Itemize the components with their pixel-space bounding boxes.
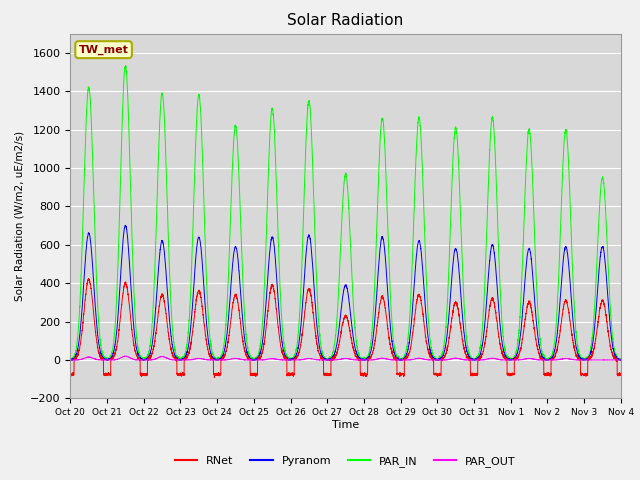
Pyranom bbox=[67, 357, 75, 363]
PAR_IN bbox=[68, 357, 76, 363]
PAR_IN bbox=[166, 269, 173, 275]
PAR_IN bbox=[469, 357, 477, 363]
PAR_OUT bbox=[617, 357, 625, 363]
PAR_OUT bbox=[616, 357, 624, 363]
PAR_IN bbox=[439, 349, 447, 355]
Line: RNet: RNet bbox=[70, 278, 621, 377]
PAR_IN bbox=[122, 62, 129, 68]
Line: PAR_OUT: PAR_OUT bbox=[70, 356, 621, 360]
RNet bbox=[469, 372, 477, 377]
RNet bbox=[67, 370, 74, 376]
RNet bbox=[211, 374, 218, 380]
Pyranom bbox=[67, 357, 74, 363]
Line: PAR_IN: PAR_IN bbox=[70, 65, 621, 360]
Pyranom bbox=[616, 357, 624, 363]
Line: Pyranom: Pyranom bbox=[70, 225, 621, 360]
Pyranom bbox=[500, 351, 508, 357]
Legend: RNet, Pyranom, PAR_IN, PAR_OUT: RNet, Pyranom, PAR_IN, PAR_OUT bbox=[171, 451, 520, 471]
RNet bbox=[166, 337, 173, 343]
PAR_OUT bbox=[121, 353, 129, 359]
PAR_OUT bbox=[325, 357, 333, 363]
Pyranom bbox=[325, 357, 333, 363]
PAR_OUT bbox=[67, 357, 74, 363]
PAR_OUT bbox=[469, 357, 477, 363]
PAR_OUT bbox=[439, 357, 447, 363]
PAR_IN bbox=[500, 346, 508, 351]
RNet bbox=[616, 372, 624, 378]
PAR_OUT bbox=[67, 357, 74, 363]
Pyranom bbox=[166, 318, 173, 324]
PAR_IN bbox=[67, 357, 74, 362]
RNet bbox=[84, 276, 92, 281]
Text: TW_met: TW_met bbox=[79, 45, 129, 55]
RNet bbox=[617, 372, 625, 378]
X-axis label: Time: Time bbox=[332, 420, 359, 430]
PAR_IN bbox=[616, 356, 624, 362]
PAR_OUT bbox=[166, 356, 173, 362]
RNet bbox=[439, 357, 447, 362]
Title: Solar Radiation: Solar Radiation bbox=[287, 13, 404, 28]
Pyranom bbox=[617, 357, 625, 363]
RNet bbox=[325, 372, 333, 377]
Pyranom bbox=[469, 357, 477, 363]
PAR_OUT bbox=[500, 357, 508, 363]
Pyranom bbox=[122, 222, 129, 228]
PAR_IN bbox=[325, 357, 333, 363]
RNet bbox=[500, 355, 508, 360]
PAR_IN bbox=[617, 357, 625, 363]
Y-axis label: Solar Radiation (W/m2, uE/m2/s): Solar Radiation (W/m2, uE/m2/s) bbox=[15, 131, 24, 301]
Pyranom bbox=[439, 354, 447, 360]
